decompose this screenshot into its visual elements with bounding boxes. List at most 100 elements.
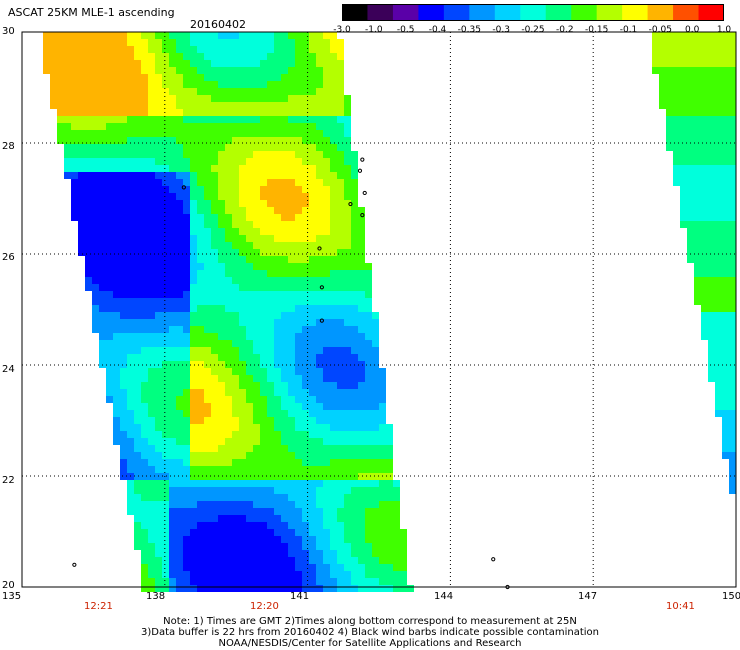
swath-cell [708, 130, 715, 137]
swath-cell [183, 431, 190, 438]
swath-cell [190, 424, 197, 431]
swath-cell [701, 207, 708, 214]
swath-cell [113, 361, 120, 368]
swath-cell [274, 193, 281, 200]
swath-cell [281, 375, 288, 382]
swath-cell [183, 466, 190, 473]
swath-cell [169, 60, 176, 67]
swath-cell [197, 179, 204, 186]
swath-cell [148, 417, 155, 424]
swath-cell [295, 221, 302, 228]
swath-cell [176, 543, 183, 550]
swath-cell [729, 165, 736, 172]
swath-cell [288, 459, 295, 466]
swath-cell [407, 585, 414, 592]
swath-cell [127, 452, 134, 459]
swath-cell [246, 445, 253, 452]
swath-cell [106, 32, 113, 39]
swath-cell [211, 480, 218, 487]
swath-cell [141, 557, 148, 564]
swath-cell [330, 74, 337, 81]
swath-cell [316, 431, 323, 438]
swath-cell [253, 284, 260, 291]
note-line-3: NOAA/NESDIS/Center for Satellite Applica… [218, 638, 522, 649]
swath-cell [715, 53, 722, 60]
swath-cell [666, 109, 673, 116]
swath-cell [92, 235, 99, 242]
swath-cell [169, 123, 176, 130]
swath-cell [162, 186, 169, 193]
swath-cell [729, 221, 736, 228]
swath-cell [190, 326, 197, 333]
swath-cell [365, 424, 372, 431]
colorbar-swatch [443, 4, 470, 21]
swath-cell [169, 46, 176, 53]
swath-cell [183, 144, 190, 151]
lat-label-24: 24 [2, 364, 15, 375]
swath-cell [127, 417, 134, 424]
swath-cell [729, 270, 736, 277]
swath-cell [351, 256, 358, 263]
swath-cell [295, 137, 302, 144]
swath-cell [309, 487, 316, 494]
swath-cell [253, 473, 260, 480]
swath-cell [309, 95, 316, 102]
swath-cell [106, 39, 113, 46]
swath-cell [267, 333, 274, 340]
swath-cell [204, 242, 211, 249]
colorbar-tick-label: -0.5 [396, 25, 415, 35]
swath-cell [253, 445, 260, 452]
swath-cell [379, 578, 386, 585]
swath-cell [232, 102, 239, 109]
swath-cell [281, 522, 288, 529]
swath-cell [295, 417, 302, 424]
swath-cell [400, 585, 407, 592]
swath-cell [99, 207, 106, 214]
swath-cell [365, 319, 372, 326]
swath-cell [183, 501, 190, 508]
swath-cell [281, 207, 288, 214]
swath-cell [309, 88, 316, 95]
swath-cell [316, 158, 323, 165]
swath-cell [281, 88, 288, 95]
swath-cell [694, 263, 701, 270]
swath-cell [309, 466, 316, 473]
swath-cell [225, 473, 232, 480]
swath-cell [302, 277, 309, 284]
swath-cell [183, 347, 190, 354]
swath-cell [113, 39, 120, 46]
swath-cell [120, 389, 127, 396]
swath-cell [218, 585, 225, 592]
swath-cell [225, 116, 232, 123]
swath-cell [701, 312, 708, 319]
swath-cell [708, 291, 715, 298]
swath-cell [169, 179, 176, 186]
colorbar-tick-label: -0.1 [619, 25, 638, 35]
swath-cell [274, 305, 281, 312]
swath-cell [288, 396, 295, 403]
swath-cell [372, 536, 379, 543]
swath-cell [141, 571, 148, 578]
swath-cell [190, 158, 197, 165]
swath-cell [197, 347, 204, 354]
swath-cell [134, 95, 141, 102]
swath-cell [162, 221, 169, 228]
swath-cell [204, 95, 211, 102]
swath-cell [309, 403, 316, 410]
swath-cell [204, 361, 211, 368]
swath-cell [162, 53, 169, 60]
swath-cell [197, 151, 204, 158]
swath-cell [225, 319, 232, 326]
swath-cell [274, 403, 281, 410]
swath-cell [379, 410, 386, 417]
swath-cell [92, 200, 99, 207]
swath-cell [267, 291, 274, 298]
swath-cell [666, 137, 673, 144]
swath-cell [232, 32, 239, 39]
time-label-1: 12:21 [84, 601, 113, 612]
swath-cell [316, 81, 323, 88]
swath-cell [106, 130, 113, 137]
swath-cell [337, 74, 344, 81]
swath-cell [190, 466, 197, 473]
swath-cell [134, 193, 141, 200]
